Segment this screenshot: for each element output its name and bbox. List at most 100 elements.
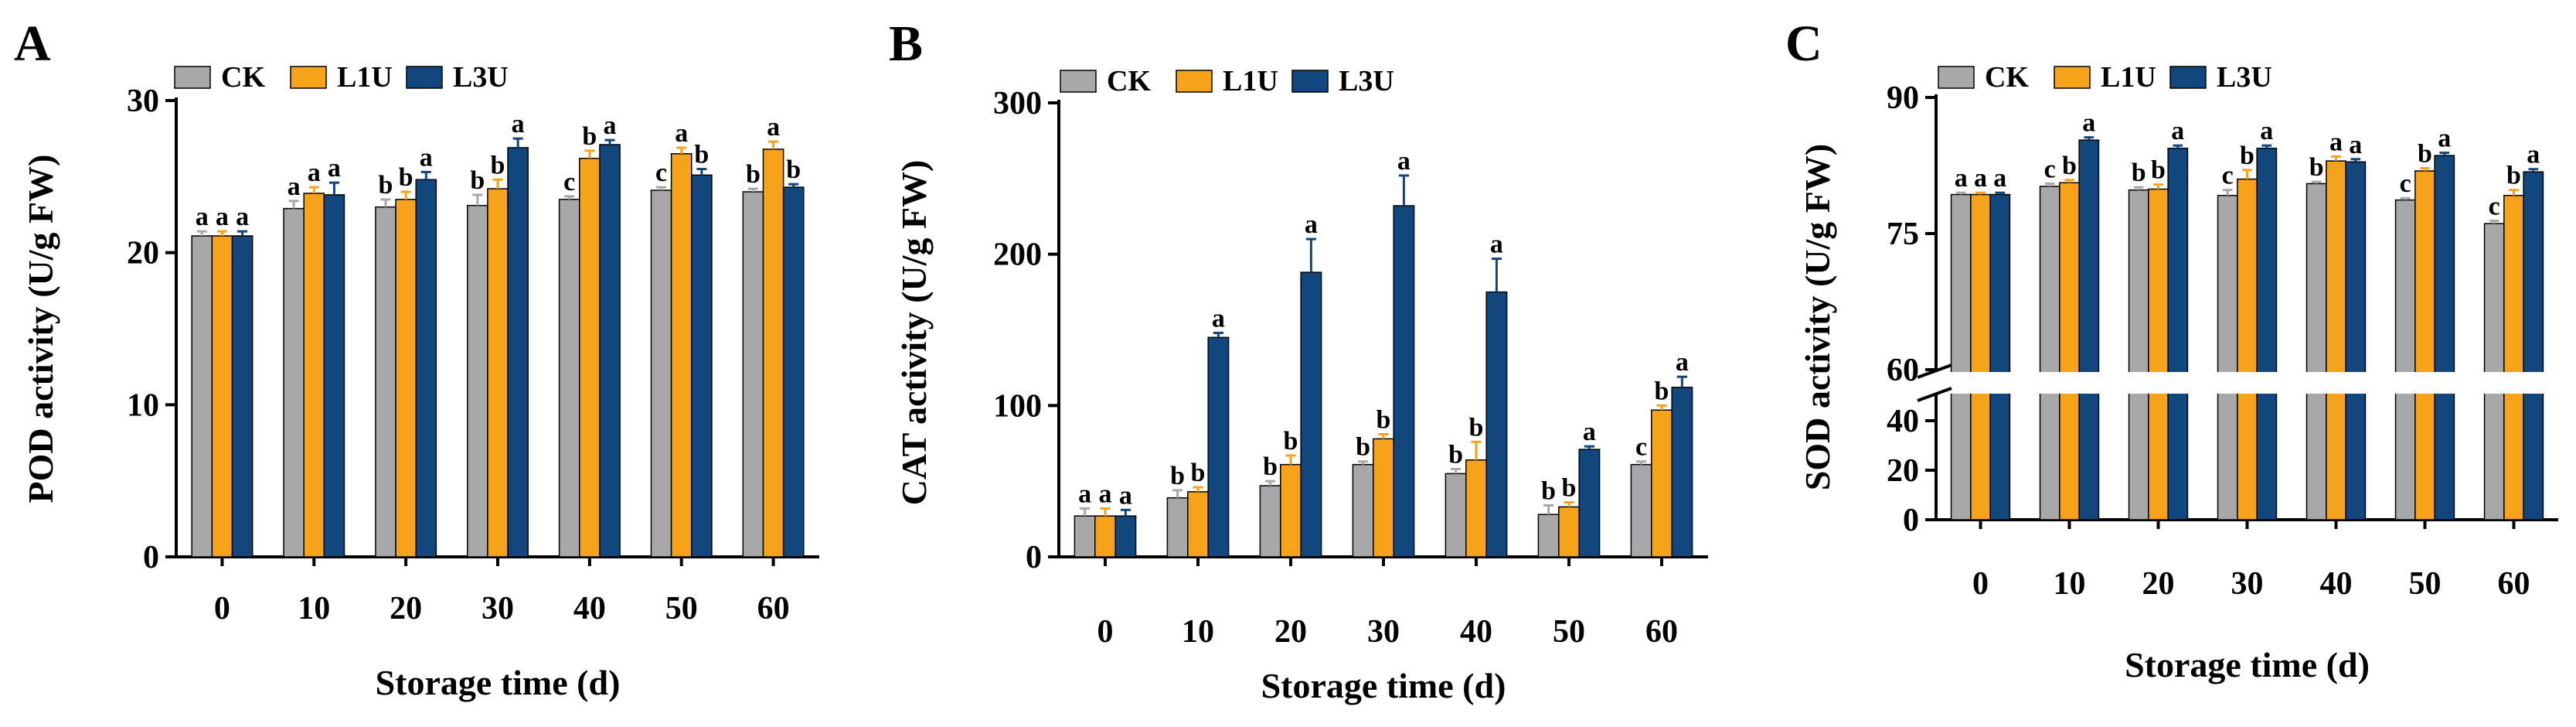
panel-c: C 0 20 40 60 75 90 SOD activity (U/g FW) Storage… <box>1785 15 2564 684</box>
legend-swatch-l1u <box>290 66 327 89</box>
significance-letter: b <box>379 171 393 200</box>
bar-ck <box>742 191 764 558</box>
x-tick-label: 20 <box>1274 614 1307 650</box>
bar-ck <box>191 235 213 558</box>
significance-letter: a <box>288 172 301 201</box>
x-tick-label: 50 <box>665 591 698 626</box>
significance-letter: b <box>2309 153 2324 182</box>
significance-letter: b <box>1284 427 1298 456</box>
x-tick-label: 50 <box>1553 614 1585 650</box>
x-tick-label: 60 <box>2498 566 2530 602</box>
bar-ck <box>2394 199 2416 521</box>
significance-letter: c <box>563 168 575 196</box>
x-tick-label: 0 <box>1097 614 1114 650</box>
significance-letter: b <box>1263 452 1278 481</box>
bar-l1u <box>1970 193 1991 521</box>
bar-l3u <box>1578 449 1601 558</box>
significance-letter: a <box>236 203 249 231</box>
bar-ck <box>1074 515 1096 558</box>
significance-letter: c <box>2489 193 2500 221</box>
bar-l3u <box>231 235 254 558</box>
bar-ck <box>2128 189 2149 521</box>
bar-l1u <box>2148 188 2169 521</box>
significance-letter: a <box>308 159 321 187</box>
bar-ck <box>2305 183 2327 521</box>
bar-l3u <box>2523 171 2544 521</box>
bar-l3u <box>1485 291 1508 558</box>
significance-letter: b <box>2151 156 2166 185</box>
significance-letter: b <box>2062 152 2077 180</box>
x-tick-label: 40 <box>1460 614 1492 650</box>
bar-l3u <box>1393 205 1415 558</box>
significance-letter: a <box>420 143 433 172</box>
significance-letter: a <box>1955 164 1968 193</box>
x-tick-label: 20 <box>2142 566 2175 602</box>
significance-letter: b <box>1655 377 1669 405</box>
significance-letter: b <box>2506 162 2521 190</box>
y-axis-title: SOD activity (U/g FW) <box>1798 144 1837 490</box>
legend-label-ck: CK <box>1107 65 1151 97</box>
significance-letter: b <box>1376 406 1391 435</box>
bar-l3u <box>599 144 621 558</box>
significance-letter: a <box>1212 304 1225 333</box>
significance-letter: b <box>399 163 413 192</box>
significance-letter: c <box>655 159 667 187</box>
significance-letter: a <box>767 113 780 142</box>
bar-l1u <box>303 193 325 558</box>
x-tick-label: 30 <box>2231 566 2264 602</box>
legend-label-l1u: L1U <box>1223 65 1278 97</box>
legend-swatch-ck <box>1060 70 1097 93</box>
panel-letter: B <box>889 15 923 72</box>
significance-letter: b <box>2418 140 2432 169</box>
significance-letter: a <box>2260 117 2273 145</box>
significance-letter: a <box>2349 131 2362 159</box>
significance-letter: a <box>1119 481 1132 510</box>
panel-letter: C <box>1785 15 1822 72</box>
bar-l3u <box>2434 155 2455 521</box>
significance-letter: a <box>328 154 341 183</box>
significance-letter: b <box>1356 433 1370 462</box>
x-tick-label: 0 <box>214 591 230 626</box>
bar-ck <box>650 189 672 558</box>
x-tick-label: 10 <box>298 591 330 626</box>
significance-letter: a <box>1490 230 1503 259</box>
y-tick-label: 40 <box>1887 404 1919 439</box>
significance-letter: a <box>2438 125 2451 153</box>
significance-letter: a <box>2171 117 2184 145</box>
bar-l1u <box>1651 409 1673 558</box>
legend-label-l3u: L3U <box>1339 65 1394 97</box>
significance-letter: a <box>1993 164 2006 193</box>
bar-l3u <box>691 174 713 558</box>
bar-l1u <box>395 199 417 558</box>
y-tick-label: 0 <box>1903 503 1919 538</box>
legend-swatch-l1u <box>2054 66 2091 89</box>
significance-letter: a <box>1583 418 1596 446</box>
bar-l3u <box>1671 387 1693 558</box>
significance-letter: a <box>216 203 229 231</box>
panel-letter: A <box>14 15 51 72</box>
legend-label-l3u: L3U <box>2217 61 2272 94</box>
significance-letter: b <box>1448 441 1463 469</box>
bar-ck <box>1259 485 1281 558</box>
x-tick-label: 0 <box>1972 566 1989 602</box>
bar-ck <box>467 204 488 558</box>
y-tick-label: 0 <box>1026 540 1042 575</box>
bar-ck <box>1630 463 1652 558</box>
bar-l3u <box>507 147 529 558</box>
bar-l1u <box>1280 463 1302 558</box>
x-tick-label: 50 <box>2409 566 2442 602</box>
bar-l1u <box>1373 438 1394 558</box>
bar-ck <box>1537 514 1560 558</box>
bar-l1u <box>1187 491 1209 558</box>
x-axis-title: Storage time (d) <box>1261 666 1506 705</box>
bar-ck <box>1950 193 1972 521</box>
bar-l1u <box>762 148 784 558</box>
bar-ck <box>1166 497 1189 558</box>
bar-l1u <box>670 153 692 558</box>
legend-label-l3u: L3U <box>453 61 509 94</box>
significance-letter: a <box>1974 164 1987 193</box>
legend-swatch-l1u <box>1176 70 1213 93</box>
legend-label-ck: CK <box>1985 61 2029 94</box>
bar-l1u <box>2414 170 2435 521</box>
